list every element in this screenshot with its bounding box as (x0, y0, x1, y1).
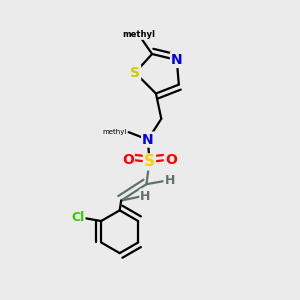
Text: H: H (164, 174, 175, 187)
Text: S: S (144, 154, 155, 169)
Text: methyl: methyl (122, 30, 155, 39)
Text: N: N (142, 133, 154, 147)
Text: Cl: Cl (71, 211, 85, 224)
Text: N: N (171, 53, 183, 67)
Text: S: S (130, 66, 140, 80)
Text: O: O (165, 152, 177, 167)
Text: methyl: methyl (103, 129, 127, 135)
Text: H: H (140, 190, 151, 202)
Text: O: O (122, 152, 134, 167)
